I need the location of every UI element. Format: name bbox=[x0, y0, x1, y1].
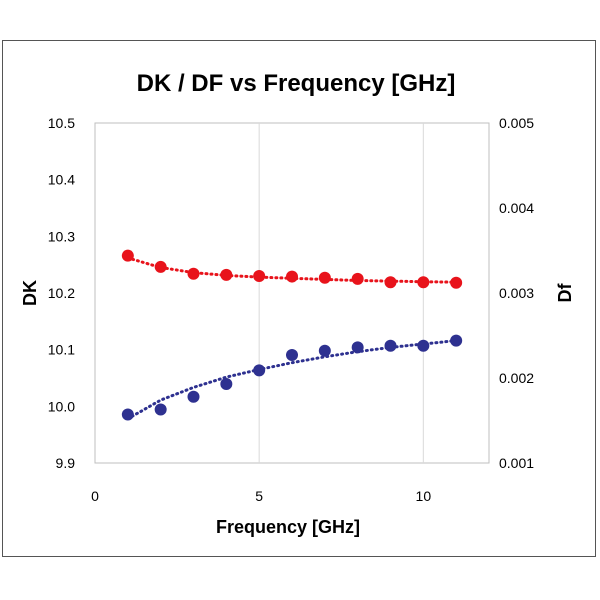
df-data-point bbox=[384, 339, 397, 352]
y2-tick-label: 0.003 bbox=[499, 285, 534, 301]
df-data-point bbox=[286, 349, 298, 362]
dk-data-point bbox=[318, 271, 331, 284]
dk-data-point bbox=[417, 276, 430, 289]
df-data-point bbox=[154, 403, 167, 416]
y-tick-label: 10.0 bbox=[48, 398, 75, 414]
point-layer bbox=[121, 249, 463, 421]
y-tick-label: 10.2 bbox=[48, 285, 75, 301]
x-tick-label: 0 bbox=[91, 488, 99, 504]
df-data-point bbox=[187, 390, 200, 403]
y2-tick-label: 0.001 bbox=[499, 455, 534, 471]
dk-data-point bbox=[286, 270, 298, 283]
dk-data-point bbox=[187, 267, 200, 280]
dk-data-point bbox=[121, 249, 134, 262]
grid-layer bbox=[258, 123, 424, 463]
df-data-point bbox=[450, 334, 463, 347]
chart-frame: DK / DF vs Frequency [GHz] 0 5 10 9.9 10.0 10… bbox=[2, 40, 596, 557]
chart-title: DK / DF vs Frequency [GHz] bbox=[137, 70, 456, 97]
df-trendline bbox=[126, 339, 458, 421]
df-data-point bbox=[318, 344, 331, 357]
y2-tick-label: 0.002 bbox=[499, 370, 534, 386]
x-axis-title: Frequency [GHz] bbox=[216, 517, 360, 537]
df-data-point bbox=[351, 341, 364, 354]
dk-data-point bbox=[154, 260, 167, 273]
dk-data-point bbox=[220, 268, 233, 281]
y-tick-label: 10.4 bbox=[48, 172, 75, 188]
dk-data-point bbox=[450, 276, 463, 289]
y2-tick-label: 0.005 bbox=[499, 115, 534, 131]
df-data-point bbox=[220, 377, 233, 390]
y-tick-label: 10.5 bbox=[48, 115, 75, 131]
dk-df-chart: DK / DF vs Frequency [GHz] 0 5 10 9.9 10.0 10… bbox=[20, 70, 575, 537]
y2-tick-label: 0.004 bbox=[499, 200, 534, 216]
df-data-point bbox=[253, 364, 266, 377]
plot-area bbox=[94, 122, 490, 464]
y-tick-label: 9.9 bbox=[56, 455, 76, 471]
y2-axis-title: Df bbox=[555, 283, 575, 303]
y-tick-label: 10.3 bbox=[48, 228, 75, 244]
dk-data-point bbox=[351, 272, 364, 285]
x-tick-label: 10 bbox=[416, 488, 432, 504]
df-data-point bbox=[417, 339, 430, 352]
df-data-point bbox=[121, 408, 134, 421]
dk-data-point bbox=[384, 276, 397, 289]
y-tick-label: 10.1 bbox=[48, 342, 75, 358]
dk-data-point bbox=[253, 270, 266, 282]
x-tick-label: 5 bbox=[255, 488, 263, 504]
y-axis-title: DK bbox=[20, 280, 40, 306]
tick-layer: 0 5 10 9.9 10.0 10.1 10.2 10.3 10.4 10.5 0.001 0.00… bbox=[48, 115, 534, 504]
